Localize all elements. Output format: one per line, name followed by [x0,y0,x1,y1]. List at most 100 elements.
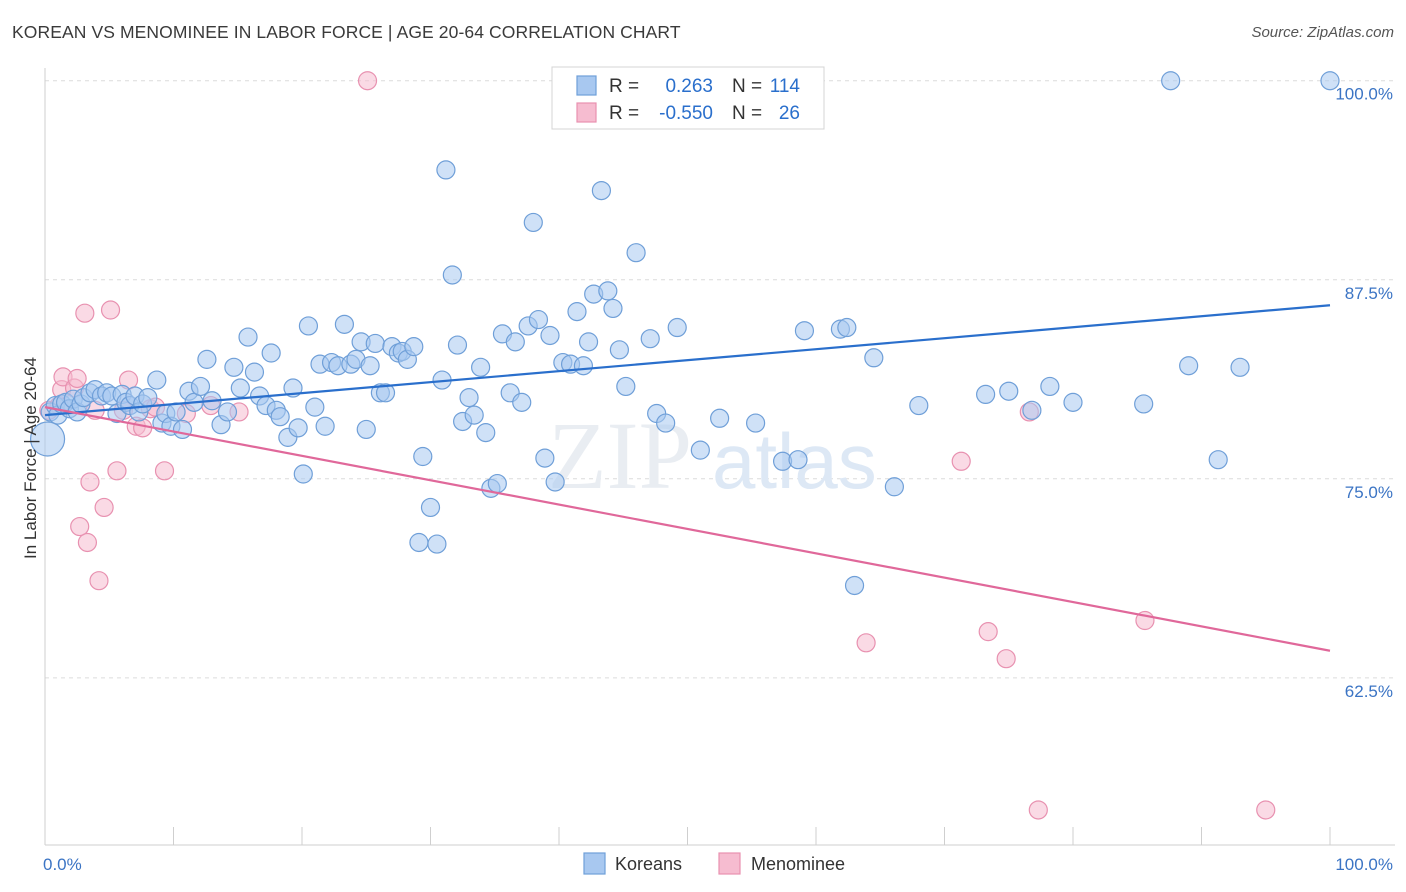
korean-point-40 [244,362,265,382]
korean-point-24 [147,370,167,390]
korean-point-0 [29,421,66,457]
korean-point-62 [365,333,385,354]
korean-point-105 [616,376,636,397]
legend-menominee-n-label: N = [732,103,762,124]
menominee-point-9 [80,472,100,492]
bottom-legend-swatch-menominee [718,852,741,875]
menominee-point-14 [107,461,127,481]
korean-point-92 [535,448,555,468]
korean-point-76 [442,265,462,285]
korean-point-36 [217,402,238,422]
korean-point-43 [261,343,281,363]
menominee-point-13 [100,300,121,320]
korean-point-37 [224,357,244,377]
korean-point-126 [1040,376,1060,397]
korean-point-129 [1161,71,1181,91]
x-tick-label-0: 0.0% [43,855,82,874]
grid-lines [45,80,1395,679]
y-tick-label-3: 100.0% [1335,85,1393,104]
trend-lines [44,304,1331,652]
korean-point-97 [567,302,587,322]
menominee-point-25 [357,71,378,91]
korean-point-128 [1134,394,1154,414]
korean-point-72 [420,497,441,518]
legend-swatch-menominee [576,102,597,123]
korean-point-53 [315,416,335,436]
menominee-point-21 [154,461,175,481]
korean-point-32 [190,376,211,397]
legend-swatch-koreans [576,75,597,96]
legend-menominee-n-value: 26 [779,103,800,124]
menominee-trend-line [44,406,1331,652]
korean-point-109 [656,413,676,433]
korean-point-79 [459,387,479,408]
korean-point-64 [375,383,396,403]
bottom-legend-swatch-koreans [583,852,606,875]
korean-point-133 [1320,71,1340,91]
menominee-point-27 [951,451,971,471]
korean-point-51 [305,397,325,417]
korean-point-104 [609,340,629,360]
bottom-legend-koreans: Koreans [615,854,682,874]
y-tick-label-1: 75.0% [1345,483,1393,502]
y-axis-title: In Labor Force | Age 20-64 [21,357,40,559]
korean-point-124 [999,381,1019,401]
korean-point-123 [976,384,996,405]
korean-point-103 [603,298,623,319]
korean-point-94 [545,472,565,492]
korean-point-45 [270,407,290,427]
menominee-point-11 [89,571,109,591]
korean-point-50 [298,316,319,336]
korean-point-112 [710,408,730,428]
legend-korean-n-value: 114 [770,76,801,97]
menominee-point-6 [70,516,90,537]
korean-point-60 [356,419,376,440]
korean-point-49 [293,464,313,484]
menominee-point-29 [996,649,1016,669]
korean-point-120 [864,348,884,368]
stats-legend: R = 0.263 N = 114 R = -0.550 N = 26 [551,66,825,130]
korean-point-110 [667,317,687,338]
korean-point-132 [1230,357,1250,377]
korean-point-125 [1022,400,1042,420]
korean-point-73 [427,534,447,554]
korean-point-93 [540,325,560,346]
menominee-point-31 [1028,800,1048,820]
korean-point-115 [788,450,808,470]
korean-point-61 [360,356,380,376]
korean-point-91 [528,309,549,330]
korean-point-77 [447,335,468,355]
menominee-point-8 [77,532,98,553]
menominee-point-28 [978,622,998,642]
legend-menominee-r-label: R = [609,103,639,124]
korean-point-28 [166,402,186,422]
korean-point-56 [334,314,355,334]
korean-point-106 [626,243,646,263]
menominee-point-33 [1256,800,1276,820]
korean-point-119 [844,575,865,596]
legend-korean-n-label: N = [732,76,762,97]
menominee-point-26 [856,633,876,653]
korean-point-84 [487,473,507,494]
y-tick-label-0: 62.5% [1345,682,1393,701]
menominee-point-12 [94,497,114,518]
menominee-point-5 [67,368,87,389]
korean-point-82 [476,423,496,443]
korean-point-113 [746,413,766,433]
korean-point-118 [837,317,857,338]
legend-korean-r-label: R = [609,76,639,97]
korean-point-131 [1208,450,1228,470]
korean-point-87 [505,332,525,352]
chart-title: KOREAN VS MENOMINEE IN LABOR FORCE | AGE… [12,22,681,42]
watermark: ZIP atlas [548,402,877,509]
korean-point-69 [404,337,424,357]
korean-points [29,71,1340,596]
korean-point-33 [197,349,217,369]
korean-point-101 [591,181,612,201]
korean-trend-line [44,304,1331,417]
tick-labels: 62.5% 75.0% 87.5% 100.0% 0.0% 100.0% [43,85,1393,874]
korean-point-99 [578,332,599,352]
legend-korean-r-value: 0.263 [665,76,713,97]
korean-point-48 [288,418,308,438]
korean-point-23 [138,387,158,408]
